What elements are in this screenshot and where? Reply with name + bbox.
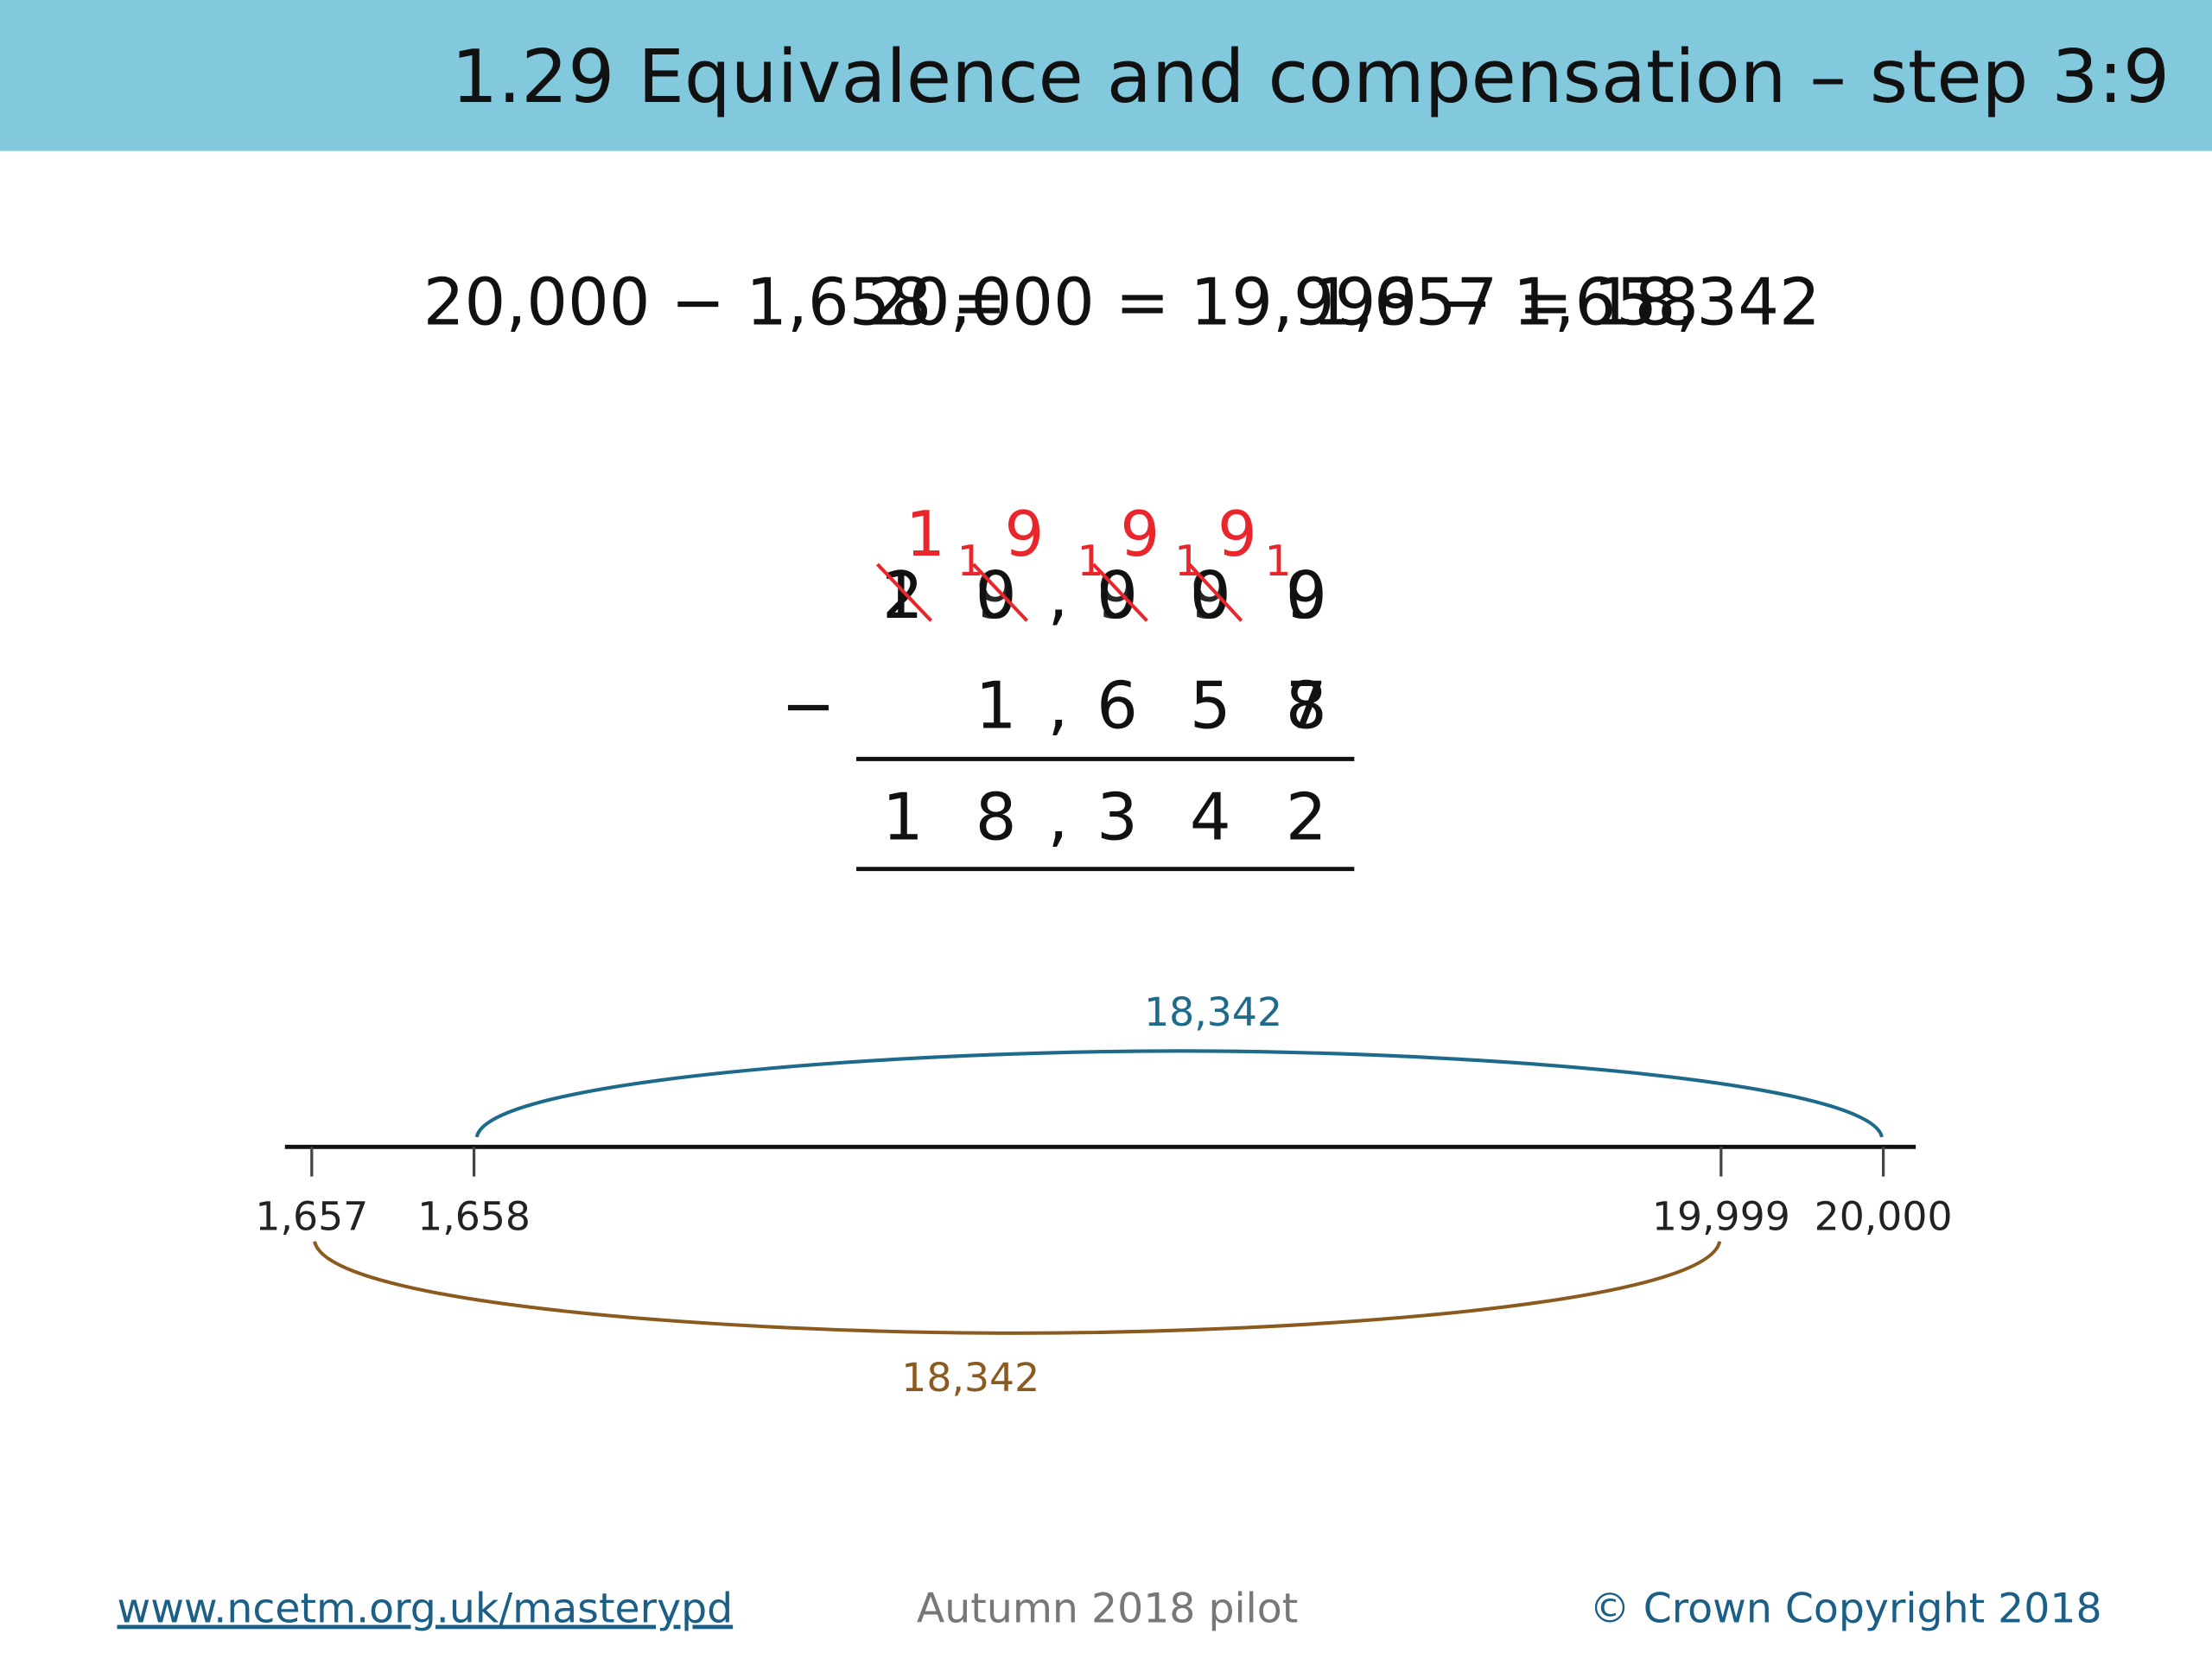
digit: 9 (1286, 557, 1327, 633)
digit: 8 (1286, 667, 1327, 743)
carry-digit: 1 (957, 537, 984, 586)
digit: 9 (1096, 557, 1138, 633)
jump-label: 18,342 (1144, 989, 1282, 1035)
exchange-digit: 9 (1004, 498, 1044, 570)
digit: 0 (1286, 557, 1327, 633)
digit: 6 (1096, 667, 1138, 743)
carry-digit: 1 (1174, 537, 1201, 586)
jump-arc (313, 1241, 1722, 1335)
tick-label: 20,000 (1815, 1194, 1953, 1240)
digit: 0 (1096, 557, 1138, 633)
equation: 20,000 − 1,658 = (423, 264, 1007, 340)
footer-link[interactable]: www.ncetm.org.uk/masterypd (118, 1586, 734, 1633)
jump-label: 18,342 (901, 1355, 1039, 1401)
strike (876, 563, 933, 622)
digit: , (1048, 667, 1069, 743)
digit: 4 (1190, 779, 1231, 855)
exchange-digit: 9 (1120, 498, 1160, 570)
footer-center: Autumn 2018 pilot (917, 1586, 1298, 1633)
exchange-digit: 9 (1217, 498, 1257, 570)
strike (1187, 563, 1243, 622)
digit: 9 (976, 557, 1017, 633)
digit: 0 (976, 557, 1017, 633)
strike (1091, 563, 1148, 622)
tick-label: 1,658 (417, 1194, 531, 1240)
tick-label: 1,657 (255, 1194, 368, 1240)
digit: 8 (976, 779, 1017, 855)
column-method: 2 0 , 0 0 0 1 9 9 9 9 1 9 9 9 1 1 1 1 − … (781, 498, 1355, 872)
digit: 2 (882, 557, 924, 633)
operator: − (781, 667, 836, 743)
digit: 1 (880, 557, 921, 633)
header-bar (0, 0, 2212, 151)
tick-label: 19,999 (1652, 1194, 1790, 1240)
exchange-digit: 1 (906, 498, 945, 570)
digit: 7 (1286, 667, 1327, 743)
digit: 5 (1190, 667, 1231, 743)
digit: , (1048, 779, 1069, 855)
jump-arc (474, 1049, 1884, 1138)
digit: 3 (1096, 779, 1138, 855)
equation: 20,000 = 19,999 − 1,658 (868, 264, 1699, 340)
footer-right: © Crown Copyright 2018 (1589, 1586, 2101, 1633)
digit: 1 (976, 667, 1017, 743)
number-line: 1,657 1,658 19,999 20,000 18,342 18,342 (255, 989, 1952, 1401)
title: 1.29 Equivalence and compensation – step… (451, 35, 2170, 120)
carry-digit: 1 (1077, 537, 1103, 586)
digit: , (1048, 557, 1069, 633)
digit: 2 (1286, 779, 1327, 855)
strike (972, 563, 1029, 622)
carry-digit: 1 (1265, 537, 1292, 586)
digit: 1 (882, 779, 924, 855)
equation: 1,657 = 18,342 (1312, 264, 1820, 340)
